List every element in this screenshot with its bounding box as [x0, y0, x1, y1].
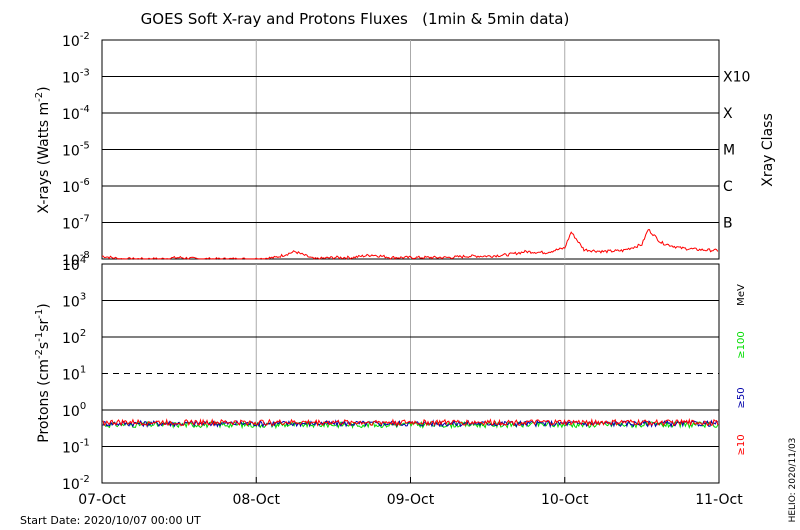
- tick-exponent: 0: [80, 401, 86, 412]
- proton-y-tick-label: 10-1: [62, 438, 90, 457]
- proton-y-axis-label: Protons (cm-2s-1sr-1): [34, 303, 52, 442]
- proton-grid: [102, 264, 719, 483]
- xray-ylabel-close: ): [36, 86, 52, 91]
- tick-base: 10: [62, 368, 80, 384]
- proton-y-tick-label: 10-2: [62, 474, 90, 493]
- tick-base: 10: [62, 34, 80, 50]
- tick-exponent: 3: [80, 292, 86, 303]
- xray-class-label: M: [723, 143, 735, 159]
- xray-y-tick-label: 10-6: [62, 177, 90, 196]
- xray-ylabel-main: X-rays (Watts m: [36, 102, 52, 214]
- proton-y-tick-label: 104: [62, 255, 86, 274]
- tick-exponent: -4: [80, 104, 90, 115]
- tick-exponent: -2: [80, 31, 90, 42]
- tick-exponent: -2: [80, 474, 90, 485]
- tick-base: 10: [62, 295, 80, 311]
- proton-ylabel-sr: sr: [36, 318, 52, 331]
- xray-grid: [102, 39, 719, 260]
- proton-series: [102, 417, 719, 430]
- x-tick-label: 11-Oct: [695, 492, 743, 508]
- legend-ge100: ≥100: [736, 331, 747, 358]
- proton-ylabel-exp1: -2: [34, 349, 45, 359]
- tick-base: 10: [62, 180, 80, 196]
- xray-y-tick-label: 10-7: [62, 214, 90, 233]
- tick-exponent: -1: [80, 438, 90, 449]
- proton-ylabel-exp2: -1: [34, 332, 45, 342]
- proton-ylabel-exp3: -1: [34, 309, 45, 319]
- xray-series: [102, 229, 719, 260]
- tick-exponent: -3: [80, 68, 90, 79]
- xray-ylabel-exp: -2: [34, 92, 45, 102]
- xray-class-label: C: [723, 179, 733, 195]
- proton-ylabel-main: Protons (cm: [36, 359, 52, 443]
- xray-class-label: B: [723, 216, 733, 232]
- xray-class-label: X10: [723, 70, 750, 86]
- xray-y-tick-label: 10-4: [62, 104, 90, 123]
- proton-y-tick-label: 100: [62, 401, 86, 420]
- proton-y-tick-label: 103: [62, 292, 86, 311]
- xray-series-line: [102, 229, 719, 260]
- tick-exponent: -5: [80, 141, 90, 152]
- xray-class-label: X: [723, 106, 733, 122]
- helio-stamp: HELIO: 2020/11/03: [788, 438, 798, 523]
- proton-y-tick-label: 102: [62, 328, 86, 347]
- x-tick-label: 10-Oct: [541, 492, 589, 508]
- legend-ge10: ≥10: [736, 434, 747, 455]
- tick-exponent: -8: [80, 250, 90, 261]
- xray-y-tick-label: 10-8: [62, 250, 90, 269]
- chart-title: GOES Soft X-ray and Protons Fluxes (1min…: [141, 10, 570, 28]
- tick-base: 10: [62, 477, 80, 493]
- x-tick-label: 09-Oct: [387, 492, 435, 508]
- start-date: Start Date: 2020/10/07 00:00 UT: [20, 514, 201, 527]
- tick-base: 10: [62, 258, 80, 274]
- proton-ylabel-s: s: [36, 342, 52, 349]
- legend-ge50: ≥50: [736, 387, 747, 408]
- proton-units-label: MeV: [736, 284, 747, 306]
- xray-y-tick-label: 10-5: [62, 141, 90, 160]
- tick-exponent: 1: [80, 365, 86, 376]
- tick-base: 10: [62, 217, 80, 233]
- x-tick-labels: 07-Oct 08-Oct 09-Oct 10-Oct 11-Oct: [78, 477, 743, 508]
- tick-base: 10: [62, 107, 80, 123]
- tick-base: 10: [62, 71, 80, 87]
- tick-base: 10: [62, 404, 80, 420]
- tick-base: 10: [62, 144, 80, 160]
- xray-y-tick-labels: 10-210-310-410-510-610-710-8: [62, 31, 90, 269]
- tick-exponent: 4: [80, 255, 86, 266]
- xray-class-axis-label: Xray Class: [760, 113, 776, 187]
- tick-exponent: -6: [80, 177, 90, 188]
- xray-y-tick-label: 10-3: [62, 68, 90, 87]
- xray-y-tick-label: 10-2: [62, 31, 90, 50]
- x-tick-label: 08-Oct: [233, 492, 281, 508]
- tick-base: 10: [62, 253, 80, 269]
- xray-y-axis-label: X-rays (Watts m-2): [34, 86, 52, 213]
- tick-base: 10: [62, 441, 80, 457]
- tick-exponent: 2: [80, 328, 86, 339]
- proton-ylabel-close: ): [36, 303, 52, 308]
- x-tick-label: 07-Oct: [78, 492, 126, 508]
- tick-base: 10: [62, 331, 80, 347]
- xray-class-labels: X10 X M C B: [723, 70, 750, 232]
- proton-series-line: [102, 417, 719, 427]
- tick-exponent: -7: [80, 214, 90, 225]
- proton-y-tick-label: 101: [62, 365, 86, 384]
